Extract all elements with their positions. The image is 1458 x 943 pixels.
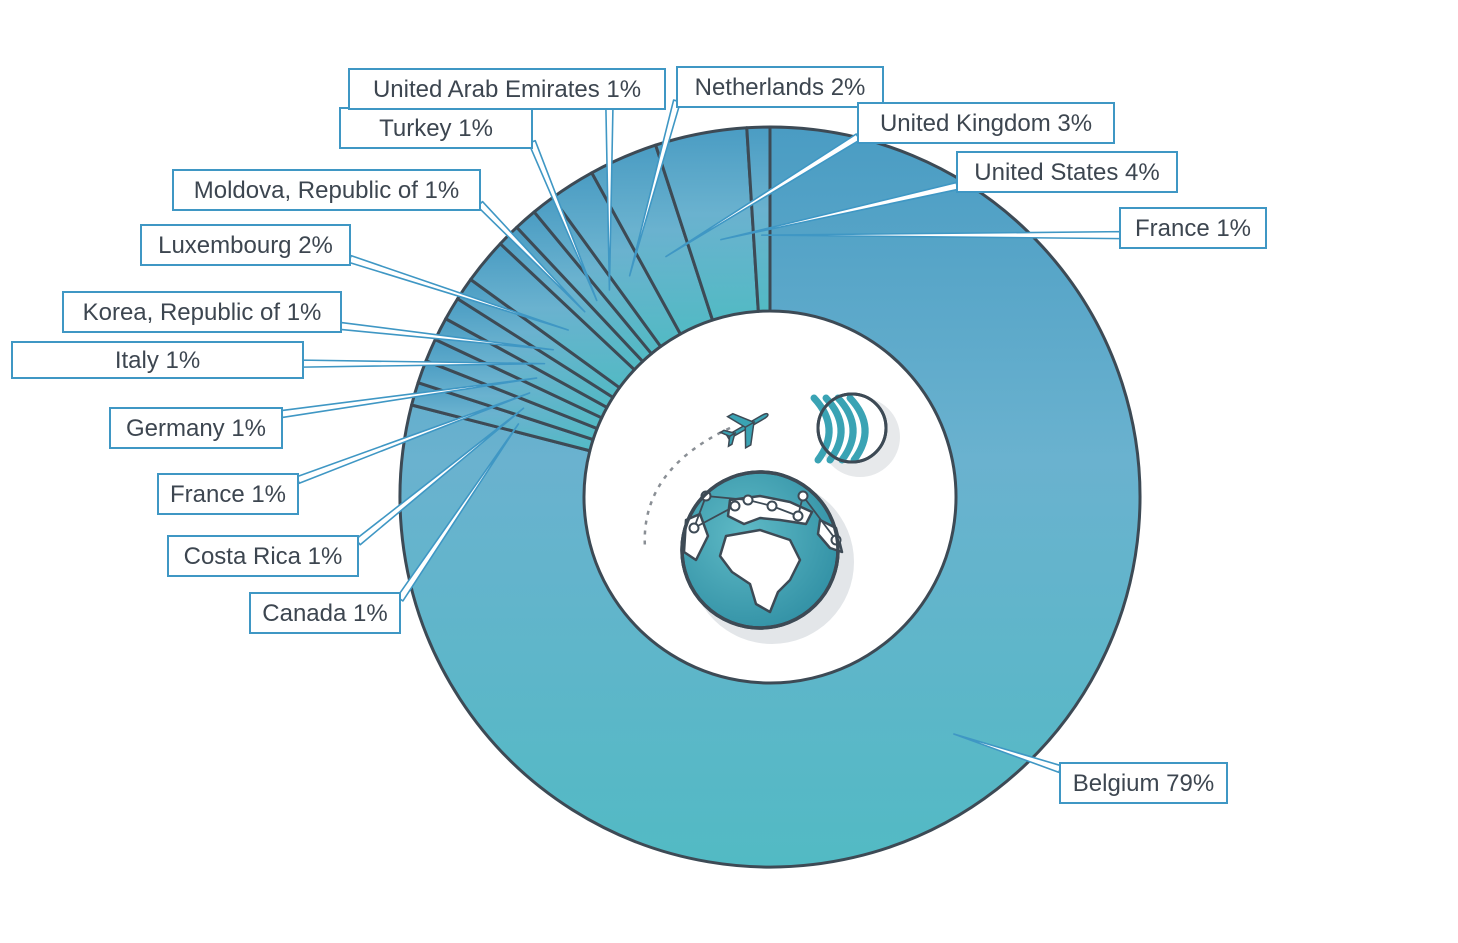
data-label-france-14: France 1% — [1135, 215, 1251, 242]
data-label-belgium-0: Belgium 79% — [1073, 770, 1214, 797]
callout-box-korea-republic-of-6 — [62, 291, 342, 333]
callout-box-luxembourg-7 — [140, 224, 351, 266]
data-label-netherlands-11: Netherlands 2% — [695, 74, 866, 101]
callout-box-france-3 — [157, 473, 299, 515]
callout-box-united-kingdom-12 — [857, 102, 1115, 144]
callout-box-germany-4 — [109, 407, 283, 449]
data-label-germany-4: Germany 1% — [126, 415, 266, 442]
callout-box-united-arab-emirates-10 — [348, 68, 666, 110]
airplane-icon — [718, 412, 769, 450]
data-label-france-3: France 1% — [170, 481, 286, 508]
callout-box-canada-1 — [249, 592, 401, 634]
center-illustration — [586, 313, 954, 681]
small-globe-icon — [810, 392, 900, 477]
callout-box-moldova-republic-of-8 — [172, 169, 481, 211]
data-label-luxembourg-7: Luxembourg 2% — [158, 232, 333, 259]
globe-icon — [680, 470, 854, 644]
flight-path-line — [643, 426, 731, 549]
callout-box-costa-rica-2 — [167, 535, 359, 577]
callouts-layer: Belgium 79% Canada 1% Costa Rica 1% France … — [11, 66, 1267, 804]
data-label-united-kingdom-12: United Kingdom 3% — [880, 110, 1092, 137]
data-label-italy-5: Italy 1% — [115, 347, 200, 374]
slice-belgium[interactable] — [398, 125, 1142, 869]
data-label-united-arab-emirates-10: United Arab Emirates 1% — [373, 76, 641, 103]
callout-box-belgium-0 — [1059, 762, 1228, 804]
slice-france[interactable] — [745, 125, 772, 313]
callout-box-italy-5 — [11, 341, 304, 379]
data-label-turkey-9: Turkey 1% — [379, 115, 493, 142]
callout-box-france-14 — [1119, 207, 1267, 249]
data-label-canada-1: Canada 1% — [262, 600, 387, 627]
data-label-costa-rica-2: Costa Rica 1% — [184, 543, 343, 570]
callout-box-united-states-13 — [956, 151, 1178, 193]
data-label-united-states-13: United States 4% — [974, 159, 1159, 186]
data-label-moldova-republic-of-8: Moldova, Republic of 1% — [194, 177, 459, 204]
callout-box-netherlands-11 — [676, 66, 884, 108]
data-label-korea-republic-of-6: Korea, Republic of 1% — [83, 299, 322, 326]
